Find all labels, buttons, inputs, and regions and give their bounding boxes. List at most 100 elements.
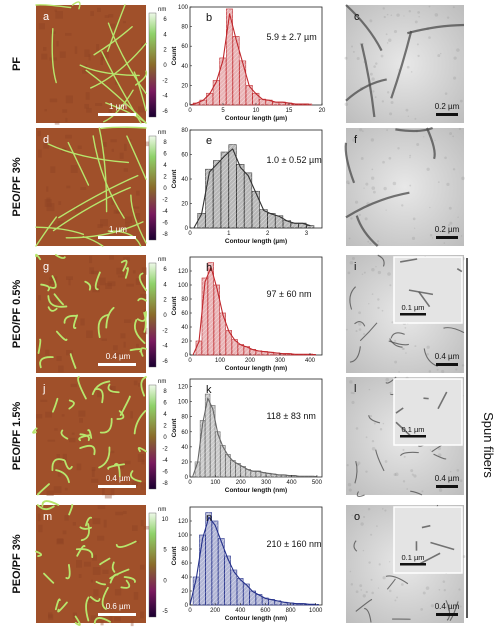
y-axis-label: Count [171,418,178,438]
scale-bar [436,236,458,239]
colorbar-tick: 2 [163,298,167,304]
x-tick-label: 100 [210,480,221,486]
x-tick-label: 200 [236,480,247,486]
colorbar-tick: 4 [163,163,167,169]
y-tick-label: 80 [181,415,188,421]
x-tick-label: 400 [235,608,246,614]
scale-bar [436,485,458,488]
scale-bar-label: 1 µm [109,225,127,234]
y-tick-label: 40 [181,445,188,451]
mean-annotation: 1.0 ± 0.52 µm [267,155,322,165]
sample-label: PEO/PF 3% [11,534,23,594]
colorbar-tick: 0 [163,186,167,192]
colorbar-tick: 4 [163,282,167,288]
scale-bar [98,613,136,616]
histogram-bar [251,190,260,229]
panel-letter: c [354,11,360,23]
histogram-bar [250,470,257,478]
x-axis-label: Contour length (nm) [225,365,287,372]
x-tick-label: 15 [286,108,293,114]
y-tick-label: 0 [185,353,189,359]
colorbar-tick: 6 [163,401,167,407]
x-tick-label: 500 [312,480,323,486]
colorbar-tick: 2 [163,424,167,430]
colorbar-tick: 0 [163,435,167,441]
colorbar-tick: 6 [163,17,167,23]
panel-letter: b [206,12,212,24]
histogram-bar [211,520,219,606]
y-tick-label: 100 [178,533,189,539]
panel-letter: l [354,383,356,395]
scale-bar-label: 1 µm [109,102,127,111]
y-tick-label: 60 [181,430,188,436]
colorbar-tick: 4 [163,32,167,38]
x-tick-label: 2 [266,231,270,237]
panel-letter: d [43,134,49,146]
histogram: 0 1 2 3 0 20 40 60 80 Contour length (µm) Count e 1.… [171,128,323,245]
y-tick-label: 80 [181,128,188,134]
colorbar-tick: -8 [162,232,168,238]
y-tick-label: 0 [185,226,189,232]
histogram-bar [228,144,237,229]
colorbar-tick: -5 [162,609,168,615]
histogram: 0 100 200 300 400 500 0 20 40 60 80 100 120 Contour l… [171,378,323,494]
histogram-bar [239,60,247,106]
sample-label: PEO/PF 3% [11,157,23,217]
y-tick-label: 60 [181,44,188,50]
colorbar-tick: -2 [162,328,168,334]
colorbar-tick: -4 [162,209,168,215]
x-tick-label: 300 [275,358,286,364]
scale-bar-label: 0.4 µm [435,352,460,361]
histogram-bar [197,213,206,229]
x-tick-label: 0 [188,608,192,614]
panel-letter: e [206,135,212,147]
x-tick-label: 0 [188,108,192,114]
histogram-bar [219,57,227,106]
colorbar-tick: 6 [163,267,167,273]
x-tick-label: 300 [261,480,272,486]
mean-annotation: 210 ± 160 nm [267,539,322,549]
y-tick-label: 20 [181,339,188,345]
mean-annotation: 97 ± 60 nm [267,289,312,299]
x-tick-label: 1000 [309,608,323,614]
y-tick-label: 20 [181,83,188,89]
colorbar-tick: -4 [162,94,168,100]
y-tick-label: 40 [181,325,188,331]
scale-bar [98,485,136,488]
colorbar-tick: -6 [162,221,168,227]
panel-letter: g [43,261,49,273]
y-tick-label: 60 [181,561,188,567]
histogram-bar [212,80,220,106]
y-tick-label: 100 [178,400,189,406]
histogram-bar [259,209,268,229]
scale-bar [98,236,136,239]
colorbar-unit: nm [158,257,166,263]
tem-image: 0.1 µm i 0.4 µm [345,254,465,374]
y-axis-label: Count [171,546,178,566]
scale-bar-label: 0.4 µm [435,602,460,611]
colorbar-tick: -2 [162,78,168,84]
y-tick-label: 80 [181,25,188,31]
colorbar-tick: 0 [163,63,167,69]
panel-letter: o [354,511,360,523]
y-tick-label: 40 [181,575,188,581]
colorbar-tick: 0 [163,578,167,584]
histogram-bar [199,420,206,478]
x-tick-label: 5 [221,108,225,114]
x-tick-label: 0 [188,358,192,364]
y-tick-label: 80 [181,547,188,553]
colorbar-tick: -8 [162,481,168,487]
panel-letter: f [354,134,358,146]
scale-bar-label: 0.4 µm [106,352,131,361]
histogram: 0 200 400 600 800 1000 0 20 40 60 80 100 120 Contour … [171,506,323,622]
x-tick-label: 200 [210,608,221,614]
panel-letter: i [354,261,356,273]
tem-image: 0.1 µm o 0.4 µm [346,504,466,623]
fit-curve [192,397,315,478]
y-axis-label: Count [171,169,178,189]
